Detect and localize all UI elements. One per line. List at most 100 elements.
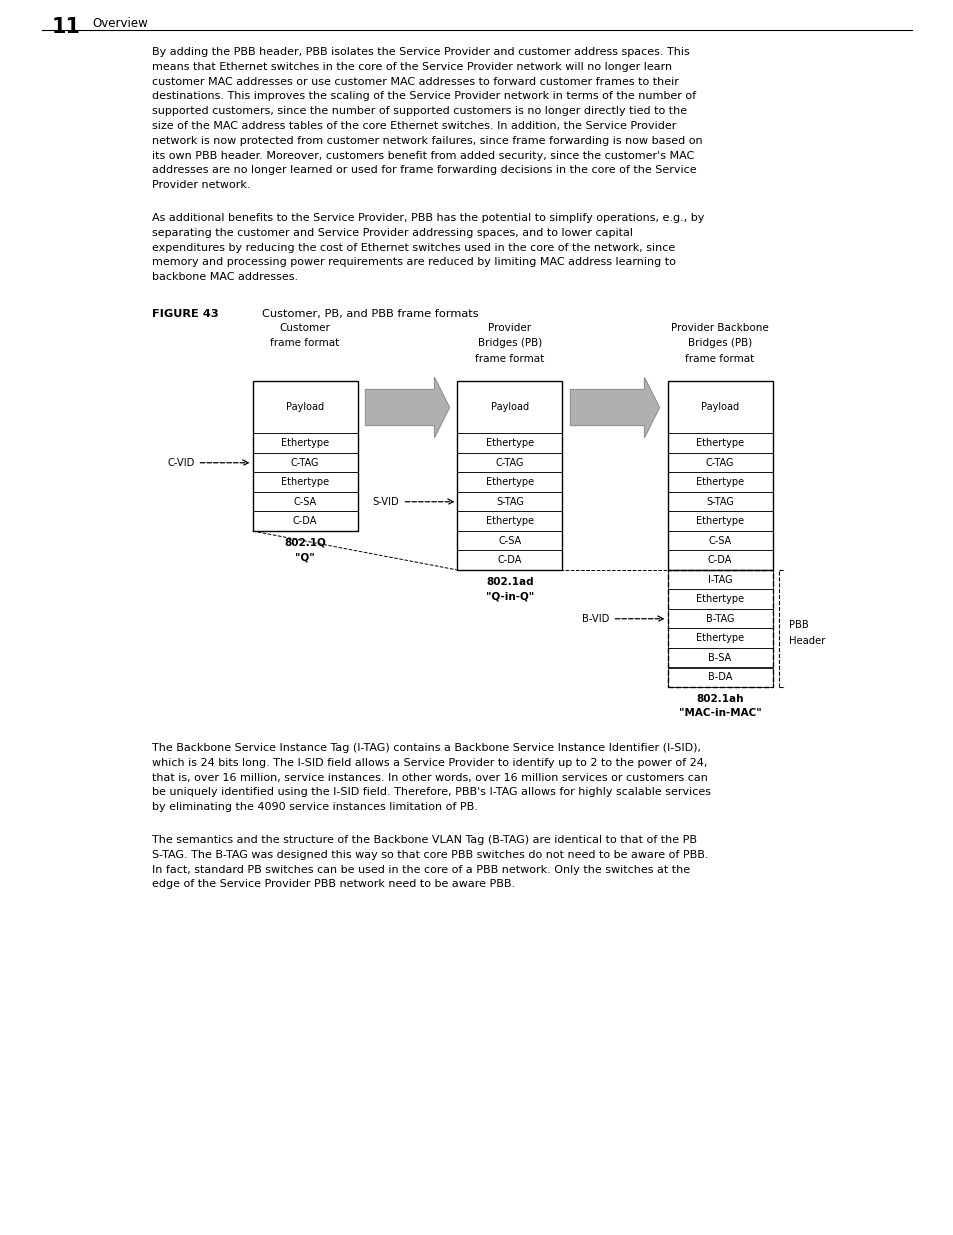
Bar	[457, 382, 562, 571]
Text: S-VID: S-VID	[373, 496, 399, 506]
Bar	[457, 382, 562, 433]
Text: C-SA: C-SA	[497, 536, 521, 546]
Text: The semantics and the structure of the Backbone VLAN Tag (B-TAG) are identical t: The semantics and the structure of the B…	[152, 835, 697, 845]
Text: C-TAG: C-TAG	[705, 458, 734, 468]
Text: memory and processing power requirements are reduced by limiting MAC address lea: memory and processing power requirements…	[152, 257, 675, 268]
Text: backbone MAC addresses.: backbone MAC addresses.	[152, 272, 297, 283]
Text: its own PBB header. Moreover, customers benefit from added security, since the c: its own PBB header. Moreover, customers …	[152, 151, 694, 161]
Bar	[667, 511, 772, 531]
Bar	[457, 433, 562, 453]
Text: Overview: Overview	[91, 17, 148, 30]
Text: Provider Backbone: Provider Backbone	[670, 324, 768, 333]
Bar	[457, 551, 562, 571]
Text: Ethertype: Ethertype	[280, 477, 329, 488]
Text: C-SA: C-SA	[708, 536, 731, 546]
Bar	[667, 473, 772, 492]
Text: C-TAG: C-TAG	[291, 458, 319, 468]
Text: Bridges (PB): Bridges (PB)	[477, 338, 541, 348]
Text: by eliminating the 4090 service instances limitation of PB.: by eliminating the 4090 service instance…	[152, 803, 477, 813]
Text: frame format: frame format	[475, 354, 544, 364]
Bar	[667, 589, 772, 609]
Text: Ethertype: Ethertype	[695, 634, 743, 643]
Text: customer MAC addresses or use customer MAC addresses to forward customer frames : customer MAC addresses or use customer M…	[152, 77, 679, 86]
Text: size of the MAC address tables of the core Ethernet switches. In addition, the S: size of the MAC address tables of the co…	[152, 121, 676, 131]
Text: "Q-in-Q": "Q-in-Q"	[485, 592, 534, 601]
Text: Ethertype: Ethertype	[485, 438, 534, 448]
Bar	[667, 492, 772, 511]
Text: "Q": "Q"	[294, 552, 314, 562]
Text: Ethertype: Ethertype	[695, 594, 743, 604]
Bar	[667, 648, 772, 667]
Text: edge of the Service Provider PBB network need to be aware PBB.: edge of the Service Provider PBB network…	[152, 879, 515, 889]
Text: which is 24 bits long. The I-SID field allows a Service Provider to identify up : which is 24 bits long. The I-SID field a…	[152, 758, 706, 768]
Text: B-VID: B-VID	[581, 614, 609, 624]
Bar	[253, 492, 357, 511]
Text: PBB: PBB	[788, 620, 807, 631]
Text: Ethertype: Ethertype	[695, 477, 743, 488]
Bar	[253, 433, 357, 453]
Text: Payload: Payload	[700, 403, 739, 412]
Bar	[253, 453, 357, 473]
Bar	[457, 492, 562, 511]
Text: supported customers, since the number of supported customers is no longer direct: supported customers, since the number of…	[152, 106, 686, 116]
Bar	[253, 382, 357, 433]
Bar	[667, 571, 772, 687]
Text: The Backbone Service Instance Tag (I-TAG) contains a Backbone Service Instance I: The Backbone Service Instance Tag (I-TAG…	[152, 743, 700, 753]
Text: Ethertype: Ethertype	[695, 438, 743, 448]
Bar	[667, 382, 772, 433]
Text: network is now protected from customer network failures, since frame forwarding : network is now protected from customer n…	[152, 136, 702, 146]
Text: Provider: Provider	[488, 324, 531, 333]
Text: frame format: frame format	[684, 354, 754, 364]
Bar	[667, 609, 772, 629]
Text: C-DA: C-DA	[497, 556, 521, 566]
Bar	[253, 473, 357, 492]
Text: Ethertype: Ethertype	[485, 477, 534, 488]
Bar	[457, 473, 562, 492]
Bar	[667, 453, 772, 473]
Text: 802.1Q: 802.1Q	[284, 538, 326, 548]
Text: Header: Header	[788, 636, 824, 646]
Text: Provider network.: Provider network.	[152, 180, 251, 190]
Text: addresses are no longer learned or used for frame forwarding decisions in the co: addresses are no longer learned or used …	[152, 165, 696, 175]
Text: C-SA: C-SA	[294, 496, 316, 506]
Text: S-TAG: S-TAG	[496, 496, 523, 506]
Bar	[667, 629, 772, 648]
Bar	[667, 571, 772, 589]
Text: be uniquely identified using the I-SID field. Therefore, PBB's I-TAG allows for : be uniquely identified using the I-SID f…	[152, 788, 710, 798]
Text: C-VID: C-VID	[167, 458, 194, 468]
Bar	[253, 382, 357, 531]
Text: Ethertype: Ethertype	[695, 516, 743, 526]
Text: Payload: Payload	[491, 403, 529, 412]
Text: S-TAG. The B-TAG was designed this way so that core PBB switches do not need to : S-TAG. The B-TAG was designed this way s…	[152, 850, 708, 860]
Text: B-DA: B-DA	[707, 672, 731, 682]
Text: Payload: Payload	[286, 403, 324, 412]
Text: expenditures by reducing the cost of Ethernet switches used in the core of the n: expenditures by reducing the cost of Eth…	[152, 242, 675, 253]
Polygon shape	[365, 378, 449, 437]
Text: Customer, PB, and PBB frame formats: Customer, PB, and PBB frame formats	[262, 309, 478, 319]
Text: frame format: frame format	[270, 338, 339, 348]
Text: Customer: Customer	[279, 324, 330, 333]
Bar	[457, 453, 562, 473]
Bar	[667, 551, 772, 571]
Text: 11: 11	[52, 17, 81, 37]
Bar	[667, 531, 772, 551]
Text: separating the customer and Service Provider addressing spaces, and to lower cap: separating the customer and Service Prov…	[152, 227, 633, 238]
Text: destinations. This improves the scaling of the Service Provider network in terms: destinations. This improves the scaling …	[152, 91, 696, 101]
Text: C-DA: C-DA	[293, 516, 316, 526]
Text: C-TAG: C-TAG	[496, 458, 524, 468]
Text: 802.1ad: 802.1ad	[486, 577, 534, 587]
Polygon shape	[570, 378, 659, 437]
Text: In fact, standard PB switches can be used in the core of a PBB network. Only the: In fact, standard PB switches can be use…	[152, 864, 689, 874]
Text: Ethertype: Ethertype	[485, 516, 534, 526]
Bar	[253, 511, 357, 531]
Text: By adding the PBB header, PBB isolates the Service Provider and customer address: By adding the PBB header, PBB isolates t…	[152, 47, 689, 57]
Text: means that Ethernet switches in the core of the Service Provider network will no: means that Ethernet switches in the core…	[152, 62, 672, 72]
Text: FIGURE 43: FIGURE 43	[152, 309, 218, 319]
Text: "MAC-in-MAC": "MAC-in-MAC"	[678, 709, 760, 719]
Text: As additional benefits to the Service Provider, PBB has the potential to simplif: As additional benefits to the Service Pr…	[152, 212, 703, 224]
Text: 802.1ah: 802.1ah	[696, 694, 743, 704]
Text: I-TAG: I-TAG	[707, 574, 732, 584]
Text: C-DA: C-DA	[707, 556, 731, 566]
Bar	[667, 667, 772, 687]
Text: B-TAG: B-TAG	[705, 614, 734, 624]
